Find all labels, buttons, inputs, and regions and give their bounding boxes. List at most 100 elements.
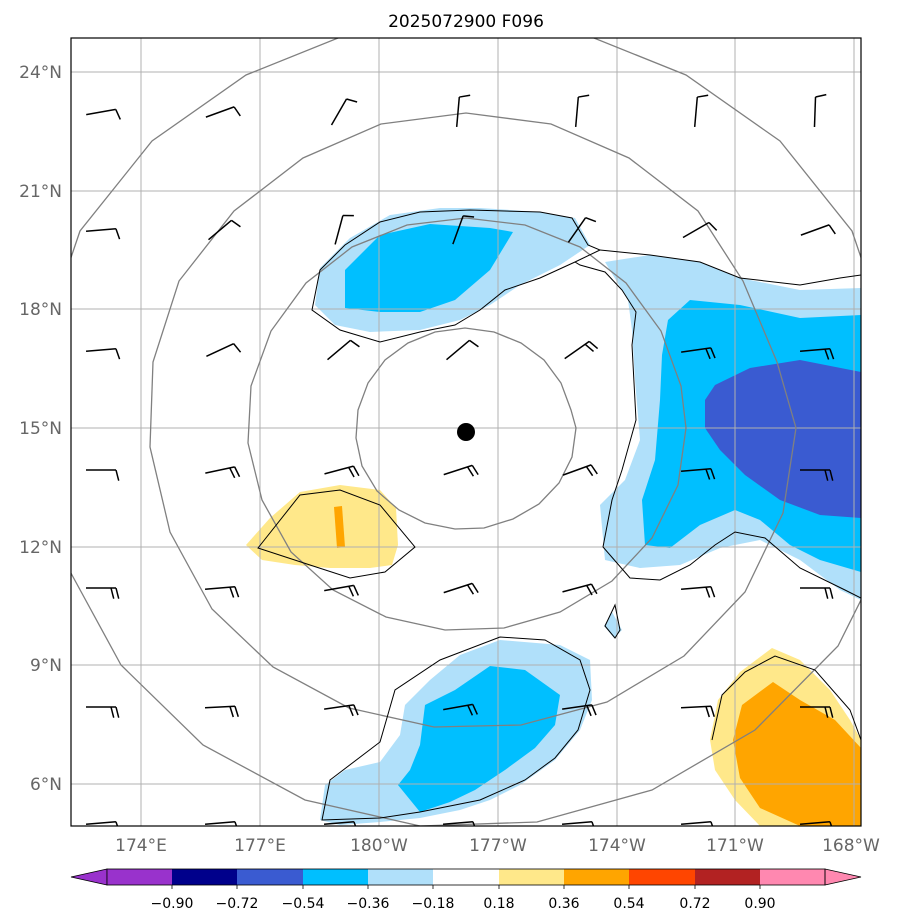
wind-barb-flag bbox=[588, 340, 599, 350]
wind-barb-flag bbox=[110, 706, 115, 718]
colorbar-tick-label: 0.54 bbox=[613, 896, 644, 912]
wind-barb-flag bbox=[829, 587, 834, 599]
lon-label-177e: 177°E bbox=[234, 836, 286, 856]
wind-barb-flag bbox=[469, 339, 479, 348]
wind-barb-flag bbox=[710, 586, 716, 598]
wind-barb-flag bbox=[229, 706, 234, 718]
wind-barb-shaft bbox=[561, 820, 593, 826]
wind-barb-shaft bbox=[800, 224, 830, 236]
wind-barb-flag bbox=[233, 466, 241, 478]
wind-barb-flag bbox=[578, 94, 590, 98]
wind-barb-flag bbox=[708, 221, 718, 231]
storm-center-marker bbox=[457, 423, 475, 441]
wind-barb-flag bbox=[459, 94, 471, 98]
wind-barb-flag bbox=[824, 706, 829, 718]
range-ring-4 bbox=[71, 38, 861, 826]
lat-label-21n: 21°N bbox=[19, 182, 62, 202]
lat-label-9n: 9°N bbox=[30, 656, 62, 676]
wind-barb-flag bbox=[705, 706, 710, 718]
range-rings bbox=[71, 38, 861, 826]
wind-barbs bbox=[85, 93, 836, 826]
wind-barb-flag bbox=[472, 821, 476, 826]
lat-label-12n: 12°N bbox=[19, 538, 62, 558]
wind-barb-flag bbox=[586, 585, 593, 596]
wind-barb-flag bbox=[824, 469, 829, 481]
wind-barb-flag bbox=[466, 584, 475, 595]
wind-barb-shaft bbox=[681, 347, 711, 353]
colorbar-segment-6 bbox=[433, 869, 499, 885]
colorbar-segment-9 bbox=[629, 869, 695, 885]
lat-label-18n: 18°N bbox=[19, 300, 62, 320]
wind-barb-flag bbox=[828, 224, 836, 235]
contour-west bbox=[257, 489, 416, 579]
wind-barb-flag bbox=[352, 465, 360, 477]
wind-barb-shaft bbox=[206, 342, 234, 358]
colorbar-segment-3 bbox=[237, 869, 303, 885]
wind-barb-shaft bbox=[680, 820, 712, 826]
contour-south bbox=[321, 636, 591, 821]
wind-barb-flag bbox=[705, 468, 711, 480]
colorbar-tick-label: −0.90 bbox=[151, 896, 194, 912]
wind-barb-flag bbox=[471, 582, 479, 594]
wind-barb-shaft bbox=[452, 215, 464, 245]
wind-barb-flag bbox=[824, 587, 829, 599]
wind-barb-flag bbox=[829, 821, 833, 826]
colorbar-segment-4 bbox=[303, 869, 368, 885]
wind-barb-shaft bbox=[455, 96, 461, 128]
contour-east-top bbox=[599, 249, 861, 286]
lon-label-168w: 168°W bbox=[822, 836, 880, 856]
wind-barb-flag bbox=[234, 705, 239, 717]
wind-barb-flag bbox=[353, 821, 357, 826]
positive-anomaly-southeast-core bbox=[733, 682, 861, 826]
colorbar-segment-8 bbox=[564, 869, 629, 885]
colorbar-segment-7 bbox=[499, 869, 564, 885]
wind-barb-shaft bbox=[567, 217, 587, 243]
wind-barb-shaft bbox=[574, 96, 580, 128]
wind-barb-flag bbox=[710, 468, 716, 480]
wind-barb-flag bbox=[115, 348, 121, 360]
wind-barb-flag bbox=[697, 94, 709, 98]
wind-barb-flag bbox=[585, 217, 597, 223]
wind-barb-flag bbox=[705, 586, 711, 598]
wind-barb-flag bbox=[115, 587, 120, 599]
wind-barb-flag bbox=[348, 585, 355, 597]
wind-barb-flag bbox=[348, 705, 354, 717]
wind-barb-shaft bbox=[682, 221, 710, 239]
wind-barb-shaft bbox=[85, 820, 117, 826]
wind-barb-flag bbox=[234, 586, 240, 598]
wind-barb-flag bbox=[590, 464, 598, 475]
wind-barb-shaft bbox=[446, 339, 470, 361]
wind-barb-flag bbox=[229, 467, 236, 479]
wind-barb-flag bbox=[348, 467, 355, 478]
colorbar-tick-label: −0.72 bbox=[216, 896, 259, 912]
longitude-labels: 174°E 177°E 180°W 177°W 174°W 171°W 168°… bbox=[115, 836, 880, 856]
lon-label-171w: 171°W bbox=[706, 836, 764, 856]
colorbar-tick-label: −0.36 bbox=[347, 896, 390, 912]
contour-small bbox=[604, 603, 621, 639]
wind-barb-shaft bbox=[334, 215, 344, 245]
wind-barb-flag bbox=[815, 93, 827, 98]
negative-anomaly-southcenter-inner bbox=[398, 666, 560, 812]
wind-barb-shaft bbox=[799, 820, 831, 826]
wind-barb-flag bbox=[350, 339, 360, 348]
colorbar-tick-label: 0.36 bbox=[548, 896, 579, 912]
wind-barb-flag bbox=[829, 469, 834, 481]
wind-barb-flag bbox=[110, 587, 115, 599]
wind-barb-flag bbox=[829, 706, 834, 718]
wind-barb-flag bbox=[115, 228, 121, 240]
wind-barb-flag bbox=[710, 705, 715, 717]
colorbar-segment-11 bbox=[760, 869, 825, 885]
colorbar: −0.90 −0.72 −0.54 −0.36 −0.18 0.18 0.36 … bbox=[70, 868, 862, 912]
lat-label-24n: 24°N bbox=[19, 63, 62, 83]
wind-barb-shaft bbox=[85, 347, 117, 353]
wind-barb-shaft bbox=[562, 704, 592, 710]
wind-barb-flag bbox=[471, 464, 479, 476]
lon-label-180w: 180°W bbox=[350, 836, 408, 856]
wind-barb-shaft bbox=[205, 106, 235, 118]
wind-barb-shaft bbox=[204, 820, 236, 826]
colorbar-segment-10 bbox=[695, 869, 760, 885]
wind-barb-shaft bbox=[327, 339, 351, 361]
map-title: 2025072900 F096 bbox=[388, 12, 544, 32]
wind-barb-flag bbox=[590, 583, 598, 595]
